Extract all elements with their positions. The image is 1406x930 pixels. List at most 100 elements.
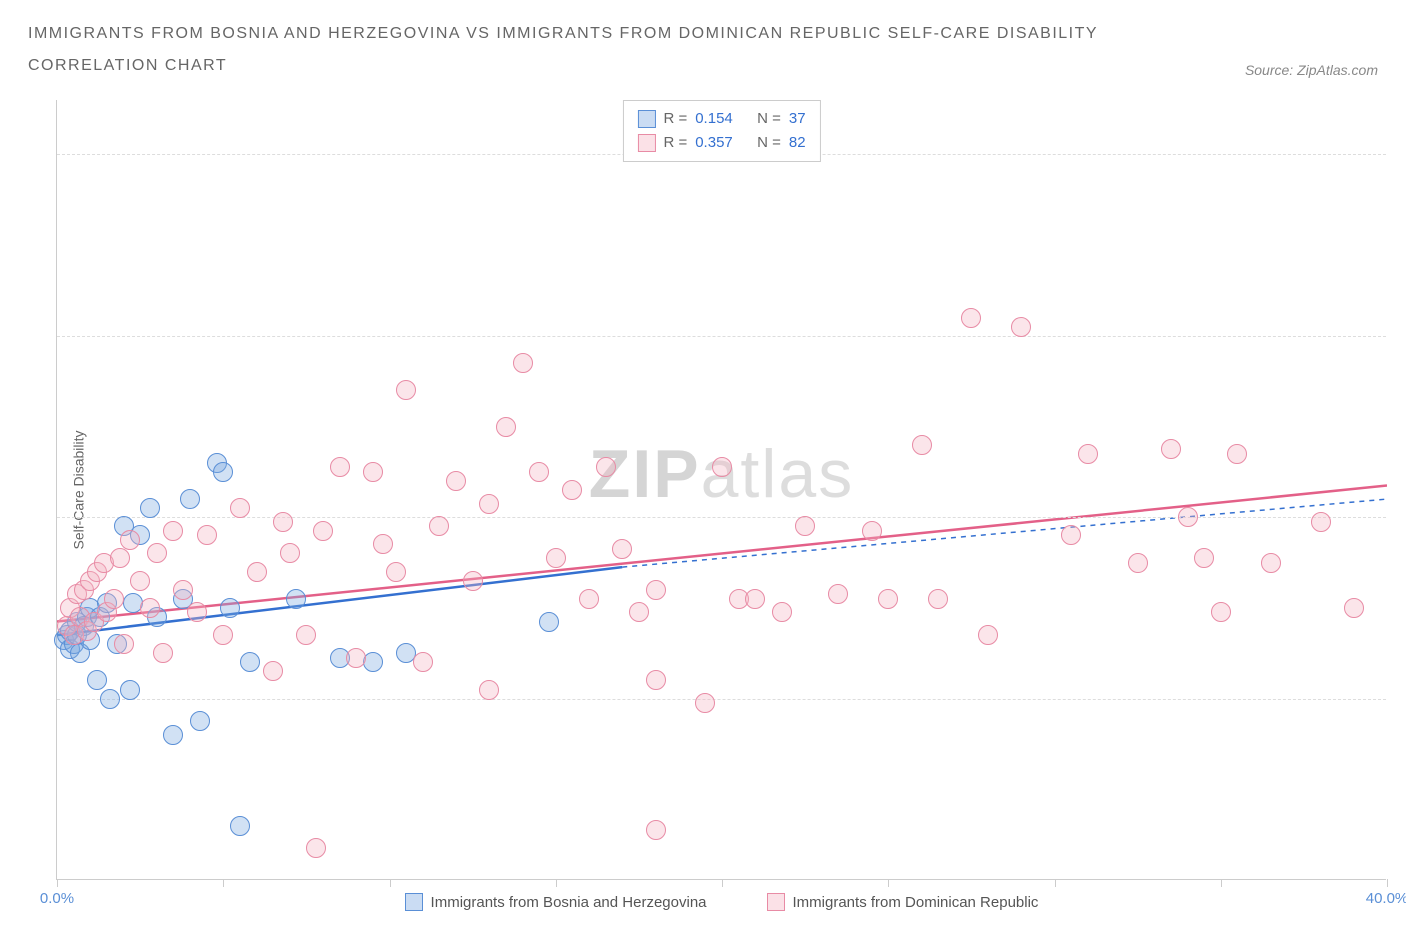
scatter-point-dominican — [596, 457, 616, 477]
scatter-point-bosnia — [213, 462, 233, 482]
x-tick — [223, 879, 224, 887]
scatter-point-dominican — [961, 308, 981, 328]
scatter-point-dominican — [280, 543, 300, 563]
scatter-point-dominican — [1227, 444, 1247, 464]
scatter-point-dominican — [247, 562, 267, 582]
scatter-point-dominican — [306, 838, 326, 858]
scatter-point-bosnia — [120, 680, 140, 700]
scatter-point-dominican — [363, 462, 383, 482]
scatter-point-dominican — [646, 670, 666, 690]
legend-label-bosnia: Immigrants from Bosnia and Herzegovina — [431, 894, 707, 911]
scatter-point-dominican — [230, 498, 250, 518]
scatter-point-dominican — [862, 521, 882, 541]
scatter-point-dominican — [828, 584, 848, 604]
n-value-bosnia: 37 — [789, 107, 806, 131]
scatter-point-dominican — [546, 548, 566, 568]
scatter-point-dominican — [479, 680, 499, 700]
scatter-point-dominican — [978, 625, 998, 645]
legend-item-dominican: Immigrants from Dominican Republic — [767, 893, 1039, 911]
x-tick — [556, 879, 557, 887]
scatter-point-bosnia — [100, 689, 120, 709]
x-tick — [57, 879, 58, 887]
scatter-point-dominican — [562, 480, 582, 500]
scatter-point-dominican — [153, 643, 173, 663]
scatter-point-dominican — [173, 580, 193, 600]
x-tick — [1055, 879, 1056, 887]
scatter-point-dominican — [629, 602, 649, 622]
trend-lines-layer — [57, 100, 1387, 880]
scatter-point-dominican — [163, 521, 183, 541]
scatter-point-dominican — [1061, 525, 1081, 545]
trendline-dominican — [57, 485, 1387, 621]
scatter-point-dominican — [1194, 548, 1214, 568]
scatter-point-dominican — [928, 589, 948, 609]
scatter-point-dominican — [1344, 598, 1364, 618]
scatter-point-dominican — [114, 634, 134, 654]
scatter-point-dominican — [313, 521, 333, 541]
scatter-point-dominican — [296, 625, 316, 645]
scatter-point-dominican — [1161, 439, 1181, 459]
scatter-point-bosnia — [539, 612, 559, 632]
legend-label-dominican: Immigrants from Dominican Republic — [793, 894, 1039, 911]
scatter-point-dominican — [1261, 553, 1281, 573]
scatter-point-dominican — [1078, 444, 1098, 464]
scatter-point-dominican — [612, 539, 632, 559]
legend-stats-row-bosnia: R = 0.154 N = 37 — [637, 107, 805, 131]
n-label: N = — [757, 131, 781, 155]
swatch-blue — [405, 893, 423, 911]
scatter-point-dominican — [513, 353, 533, 373]
scatter-point-dominican — [446, 471, 466, 491]
scatter-point-dominican — [912, 435, 932, 455]
y-axis-label: Self-Care Disability — [71, 430, 87, 549]
scatter-point-dominican — [110, 548, 130, 568]
scatter-point-dominican — [646, 820, 666, 840]
scatter-point-dominican — [795, 516, 815, 536]
source-prefix: Source: — [1245, 62, 1297, 78]
scatter-point-bosnia — [220, 598, 240, 618]
scatter-point-dominican — [386, 562, 406, 582]
scatter-point-dominican — [712, 457, 732, 477]
chart-header: IMMIGRANTS FROM BOSNIA AND HERZEGOVINA V… — [0, 0, 1406, 92]
scatter-point-dominican — [346, 648, 366, 668]
swatch-blue — [637, 110, 655, 128]
scatter-chart: ZIPatlas Self-Care Disability R = 0.154 … — [56, 100, 1386, 880]
x-tick-label: 40.0% — [1366, 890, 1406, 907]
legend-stats: R = 0.154 N = 37 R = 0.357 N = 82 — [622, 100, 820, 162]
n-label: N = — [757, 107, 781, 131]
x-tick-label: 0.0% — [40, 890, 74, 907]
scatter-point-dominican — [479, 494, 499, 514]
chart-title: IMMIGRANTS FROM BOSNIA AND HERZEGOVINA V… — [28, 18, 1128, 82]
legend-series: Immigrants from Bosnia and Herzegovina I… — [57, 893, 1386, 911]
scatter-point-dominican — [579, 589, 599, 609]
scatter-point-dominican — [1178, 507, 1198, 527]
scatter-point-dominican — [646, 580, 666, 600]
scatter-point-dominican — [104, 589, 124, 609]
r-value-dominican: 0.357 — [695, 131, 733, 155]
scatter-point-bosnia — [180, 489, 200, 509]
r-value-bosnia: 0.154 — [695, 107, 733, 131]
x-tick — [1387, 879, 1388, 887]
scatter-point-bosnia — [230, 816, 250, 836]
scatter-point-bosnia — [286, 589, 306, 609]
scatter-point-dominican — [496, 417, 516, 437]
source-attribution: Source: ZipAtlas.com — [1245, 62, 1378, 82]
scatter-point-dominican — [413, 652, 433, 672]
scatter-point-dominican — [878, 589, 898, 609]
scatter-point-dominican — [695, 693, 715, 713]
x-tick — [888, 879, 889, 887]
scatter-point-dominican — [330, 457, 350, 477]
scatter-point-dominican — [772, 602, 792, 622]
n-value-dominican: 82 — [789, 131, 806, 155]
scatter-point-dominican — [140, 598, 160, 618]
r-label: R = — [663, 131, 687, 155]
scatter-point-dominican — [1211, 602, 1231, 622]
x-tick — [1221, 879, 1222, 887]
scatter-point-dominican — [463, 571, 483, 591]
scatter-point-dominican — [1311, 512, 1331, 532]
scatter-point-bosnia — [163, 725, 183, 745]
source-name: ZipAtlas.com — [1297, 62, 1378, 78]
legend-stats-row-dominican: R = 0.357 N = 82 — [637, 131, 805, 155]
scatter-point-dominican — [263, 661, 283, 681]
gridline-h — [57, 336, 1386, 337]
scatter-point-dominican — [429, 516, 449, 536]
